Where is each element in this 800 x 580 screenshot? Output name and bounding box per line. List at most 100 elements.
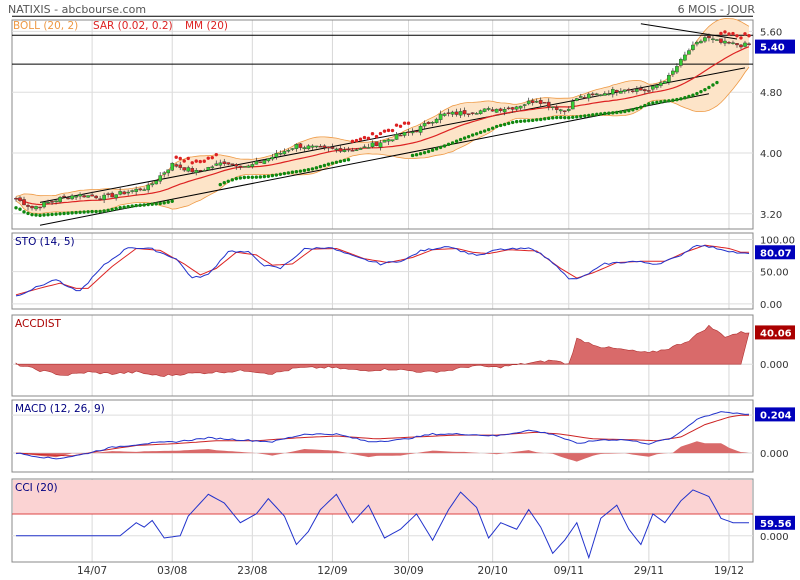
candle-body [234,164,239,167]
panel-frame [11,478,754,563]
candle-body [703,37,707,42]
candle-body [170,162,175,171]
sar-dot [526,118,531,123]
sar-dot [302,168,307,173]
candle-body [386,139,391,142]
candle-body [266,158,271,162]
trendline [640,23,738,40]
candle-body [470,112,475,114]
y-tick-label: 100.00 [760,235,795,246]
candle-body [262,160,267,164]
candle-body [699,40,703,44]
candle-body [450,111,455,115]
sar-dot [110,207,114,212]
candle-body [747,43,751,46]
accdist-panel: 0.000 40.06 ACCDIST [12,318,795,377]
candle-body [486,108,491,110]
sar-dot [98,209,102,214]
candle-body [711,38,715,41]
candle-body [446,112,451,114]
candle-body [739,44,743,48]
candle-body [78,194,82,197]
sar-dot [366,136,371,140]
sar-dot [695,91,699,96]
sar-dot [258,175,263,179]
candle-body [695,41,699,45]
sar-dot [142,203,146,207]
candle-body [74,195,78,198]
sar-dot [739,36,743,40]
candle-body [675,66,679,73]
candle-body [510,107,515,110]
panel-frame [11,232,754,310]
sar-dot [390,128,395,133]
sar-dot [679,97,683,101]
accdist-title: ACCDIST [15,318,62,330]
sar-dot [82,210,86,214]
last-value-label: 80.07 [760,248,792,259]
sar-dot [378,131,383,136]
x-tick-label: 30/09 [393,565,423,577]
candle-body [554,107,559,110]
panel-2 [11,314,754,397]
sar-dot [551,116,555,120]
sar-dot [94,209,98,214]
sar-dot [663,99,667,103]
candle-body [42,201,46,208]
sar-dot [454,139,459,143]
candle-body [374,141,379,146]
macd-histogram [16,441,749,462]
candle-body [438,113,443,120]
last-value-label: 0.204 [760,410,792,421]
sar-dot [699,89,703,94]
sar-dot [326,162,331,166]
sar-dot [38,213,42,218]
sar-dot [286,171,291,175]
candle-body [655,84,659,88]
sar-dot [583,114,587,118]
cci-overbought-band [13,480,752,514]
sar-dot [711,83,715,87]
y-tick-label: 4.00 [760,149,782,160]
sar-dot [394,123,399,127]
candle-body [314,145,319,148]
sar-dot [170,199,174,203]
sar-dot [154,202,158,206]
panel-1 [11,232,754,310]
candle-body [22,199,26,206]
sar-dot [502,122,507,127]
sar-dot [647,102,651,106]
candle-body [663,81,667,84]
sar-dot [102,209,106,213]
sar-dot [242,175,247,180]
candle-body [66,197,70,200]
sar-dot [90,209,94,214]
sar-dot [470,133,475,137]
candle-body [98,198,102,200]
sar-dot [398,124,403,129]
x-tick-label: 20/10 [478,565,508,577]
bollinger-upper [15,18,750,197]
candle-body [86,195,90,198]
sar-dot [62,211,66,216]
sar-dot [482,129,487,133]
candle-body [202,170,207,172]
sar-dot [627,108,631,113]
candle-body [330,146,335,149]
sar-dot [418,151,423,156]
sar-dot [635,106,639,111]
sar-dot [518,119,523,124]
candle-body [186,167,191,172]
candle-body [422,123,427,127]
candle-body [462,110,467,115]
sar-dot [531,118,535,123]
candle-body [454,111,459,115]
candle-body [586,93,591,99]
candle-body [174,164,179,167]
candle-body [126,191,130,194]
sto-title: STO (14, 5) [15,236,75,248]
candle-body [546,101,551,107]
candle-body [394,134,399,140]
candle-body [603,93,607,96]
sar-dot [342,158,347,163]
